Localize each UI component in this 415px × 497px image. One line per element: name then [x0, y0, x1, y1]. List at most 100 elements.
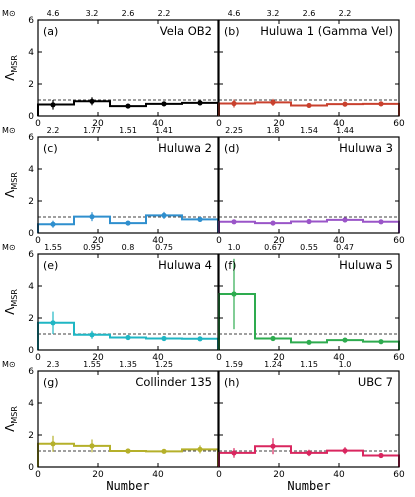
y-tick-label: 0: [28, 112, 34, 122]
mass-tick-label: 2.2: [158, 9, 171, 18]
mass-tick-label: 3.2: [267, 9, 280, 18]
panel-title: Vela OB2: [160, 24, 212, 38]
mass-tick-label: 1.54: [300, 126, 318, 135]
data-point: [378, 101, 384, 107]
panel-title: Huluwa 5: [339, 258, 393, 272]
data-point: [89, 443, 95, 449]
mass-tick-label: 1.55: [83, 360, 101, 369]
mass-tick-label: 2.6: [303, 9, 316, 18]
axes-frame: [37, 136, 219, 234]
mass-tick-label: 1.41: [155, 126, 173, 135]
mass-tick-label: 1.77: [83, 126, 101, 135]
x-tick-label: 20: [273, 236, 285, 246]
data-point: [270, 335, 276, 342]
x-tick-label: 0: [35, 119, 41, 129]
mass-tick-label: 2.3: [47, 360, 60, 369]
y-tick-label: 2: [28, 80, 34, 90]
mass-tick-label: 4.6: [228, 9, 241, 18]
panel-label: (g): [43, 376, 59, 389]
x-tick-label: 0: [35, 470, 41, 480]
panel-label: (d): [224, 142, 240, 155]
x-tick-label: 20: [92, 236, 104, 246]
mass-tick-label: 1.24: [264, 360, 282, 369]
x-tick-label: 40: [152, 353, 164, 363]
mass-tick-label: 0.47: [336, 243, 354, 252]
data-point: [161, 101, 167, 107]
y-tick-label: 4: [28, 399, 34, 409]
panel-f: 0 20 40 60 1.0 0.67 0.55 0.47 (f) Huluwa 5: [216, 243, 405, 363]
x-tick-label: 0: [216, 470, 222, 480]
y-tick-label: 6: [28, 250, 34, 260]
mass-tick-label: 1.35: [119, 360, 137, 369]
y-tick-label: 6: [28, 367, 34, 377]
panel-label: (a): [43, 25, 58, 38]
mass-tick-label: 0.95: [83, 243, 101, 252]
data-point: [306, 339, 312, 345]
mass-axis-symbol: M⊙: [2, 126, 16, 135]
x-tick-label: 20: [273, 353, 285, 363]
data-point: [378, 452, 384, 459]
panel-g: 0 20 40 0 2 4 6 2.3 1.55 1.35 1.25 M⊙ (g) Collinder 1…: [2, 360, 219, 493]
x-tick-label: 40: [333, 470, 345, 480]
data-point: [342, 217, 348, 223]
data-point: [125, 334, 131, 341]
axes-frame: [218, 136, 400, 234]
x-tick-label: 0: [35, 353, 41, 363]
panel-b: 0 20 40 60 4.6 3.2 2.6 2.2 (b) Huluwa 1 (Gamma Ve…: [216, 9, 405, 129]
mass-tick-label: 0.67: [264, 243, 282, 252]
data-point: [270, 99, 276, 105]
mass-tick-label: 2.2: [339, 9, 352, 18]
data-point: [231, 291, 237, 297]
panel-label: (h): [224, 376, 240, 389]
y-tick-label: 6: [28, 16, 34, 26]
y-tick-label: 4: [28, 48, 34, 58]
x-axis-label: Number: [287, 479, 330, 493]
data-point: [231, 100, 237, 107]
data-point: [161, 335, 167, 342]
panel-title: Collinder 135: [135, 375, 212, 389]
mass-tick-label: 0.8: [122, 243, 135, 252]
data-point: [50, 221, 56, 227]
mass-tick-label: 3.2: [86, 9, 99, 18]
y-tick-label: 2: [28, 314, 34, 324]
y-tick-label: 0: [28, 229, 34, 239]
x-tick-label: 20: [273, 119, 285, 129]
y-tick-label: 6: [28, 133, 34, 143]
mass-tick-label: 0.55: [300, 243, 318, 252]
data-point: [342, 337, 348, 343]
data-point: [306, 450, 312, 456]
axes-frame: [218, 370, 400, 468]
panel-d: 0 20 40 60 2.25 1.8 1.54 1.44 (d) Huluwa 3: [216, 126, 405, 246]
data-point: [270, 443, 276, 449]
data-point: [342, 101, 348, 107]
x-tick-label: 40: [333, 353, 345, 363]
axes-frame: [37, 370, 219, 468]
data-point: [378, 219, 384, 225]
x-tick-label: 40: [152, 470, 164, 480]
x-tick-label: 40: [152, 119, 164, 129]
panel-title: Huluwa 1 (Gamma Vel): [260, 24, 393, 38]
data-point: [125, 103, 131, 109]
axes-frame: [218, 19, 400, 117]
mass-tick-label: 1.15: [300, 360, 318, 369]
data-point: [50, 320, 56, 326]
mass-tick-label: 1.0: [228, 243, 241, 252]
panel-e: 0 20 40 0 2 4 6 1.55 0.95 0.8 0.75 M⊙ (e) Huluwa 4 ΛMS…: [2, 243, 219, 363]
x-tick-label: 20: [92, 353, 104, 363]
y-tick-label: 2: [28, 197, 34, 207]
x-tick-label: 0: [216, 119, 222, 129]
mass-axis-symbol: M⊙: [2, 243, 16, 252]
panel-title: Huluwa 2: [158, 141, 212, 155]
mass-tick-label: 1.8: [267, 126, 280, 135]
panel-a: 0 20 40 0 2 4 6 4.6 3.2 2.6 2.2 M⊙ (a) Vela OB2 ΛMSR: [2, 9, 219, 129]
panel-c: 0 20 40 0 2 4 6 2.2 1.77 1.51 1.41 M⊙ (c) Huluwa 2 ΛMS…: [2, 126, 219, 246]
data-point: [125, 220, 131, 226]
y-tick-label: 4: [28, 165, 34, 175]
mass-tick-label: 0.75: [155, 243, 173, 252]
data-point: [161, 448, 167, 454]
data-point: [89, 214, 95, 220]
x-tick-label: 60: [393, 353, 405, 363]
x-tick-label: 60: [393, 119, 405, 129]
x-tick-label: 40: [152, 236, 164, 246]
mass-tick-label: 1.0: [339, 360, 352, 369]
